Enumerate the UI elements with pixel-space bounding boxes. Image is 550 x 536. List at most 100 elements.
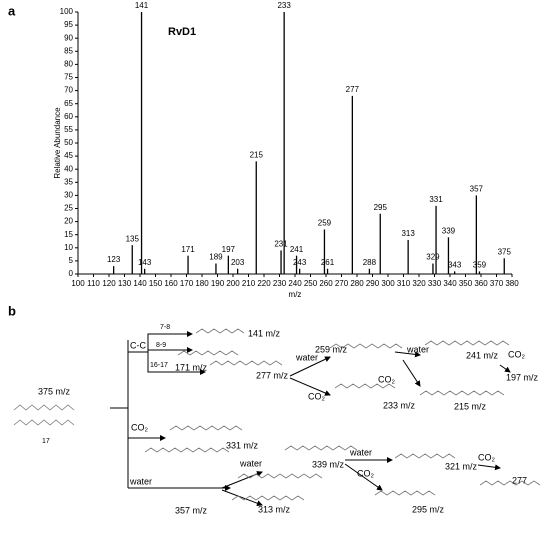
y-tick-label: 50 (64, 138, 73, 147)
y-tick-label: 80 (64, 60, 73, 69)
x-tick-label: 180 (195, 279, 209, 288)
x-tick-label: 280 (350, 279, 364, 288)
structure (13, 419, 75, 426)
node-label: 141 m/z (248, 328, 281, 338)
peak-label: 313 (401, 229, 415, 238)
structure (329, 343, 403, 349)
peak-label: 241 (290, 245, 304, 254)
annotation: RvD1 (168, 26, 196, 38)
panel-label: a (8, 3, 16, 18)
node-label: CO₂ (478, 452, 496, 462)
peak-label: 295 (374, 203, 388, 212)
peak-label: 329 (426, 253, 440, 262)
peak-label: 171 (181, 245, 195, 254)
x-tick-label: 380 (505, 279, 519, 288)
x-tick-label: 360 (474, 279, 488, 288)
peak-label: 277 (346, 85, 360, 94)
node-label: 375 m/z (38, 386, 71, 396)
node-label: water (406, 344, 429, 354)
structure (419, 390, 505, 396)
diagram-labels: 375 m/z C-C 7-8 8-9 16-17 141 m/z 171 m/… (38, 324, 539, 516)
peak-label: 123 (107, 255, 121, 264)
node-label: water (239, 458, 262, 468)
peak-label: 233 (277, 1, 291, 10)
x-tick-label: 110 (87, 279, 100, 288)
y-tick-label: 20 (64, 217, 73, 226)
x-axis-label: m/z (289, 290, 302, 299)
peak-label: 231 (274, 240, 288, 249)
peak-label: 343 (448, 260, 462, 269)
x-tick-label: 210 (242, 279, 256, 288)
panel-label: b (8, 303, 16, 318)
x-tick-label: 230 (273, 279, 287, 288)
node-label: 331 m/z (226, 440, 259, 450)
x-tick-label: 190 (211, 279, 225, 288)
y-tick-label: 65 (64, 99, 73, 108)
node-label: water (349, 447, 372, 457)
y-tick-label: 10 (64, 243, 73, 252)
structure (479, 480, 541, 486)
structure (195, 328, 245, 334)
y-tick-label: 35 (64, 177, 73, 186)
y-tick-label: 100 (60, 7, 74, 16)
node-label: 321 m/z (445, 461, 478, 471)
node-label: CO₂ (508, 349, 526, 359)
y-tick-label: 70 (64, 86, 73, 95)
structure (284, 445, 358, 451)
peak-label: 215 (250, 150, 264, 159)
peak-label: 143 (138, 258, 152, 267)
node-label: 233 m/z (383, 400, 416, 410)
x-tick-label: 320 (412, 279, 426, 288)
node-label: 197 m/z (506, 372, 539, 382)
node-label: CO₂ (357, 468, 375, 478)
node-label: 277 m/z (256, 370, 289, 380)
peak-label: 359 (473, 260, 487, 269)
y-tick-label: 55 (64, 125, 73, 134)
peak-label: 331 (429, 195, 443, 204)
structure (237, 473, 323, 479)
y-tick-label: 75 (64, 73, 73, 82)
peak-label: 259 (318, 219, 332, 228)
node-label: 17 (42, 438, 50, 445)
node-label: water (129, 476, 152, 486)
node-label: 339 m/z (312, 459, 345, 469)
node-label: 241 m/z (466, 350, 499, 360)
structure (13, 404, 75, 411)
node-label: CO₂ (131, 422, 149, 432)
x-tick-label: 240 (288, 279, 302, 288)
diagram-arrows (110, 331, 511, 507)
y-tick-label: 60 (64, 112, 73, 121)
peak-label: 288 (363, 258, 377, 267)
x-tick-label: 340 (443, 279, 457, 288)
x-tick-label: 120 (102, 279, 116, 288)
structure (334, 383, 396, 389)
y-tick-label: 30 (64, 191, 73, 200)
x-tick-label: 160 (164, 279, 178, 288)
node-label: 7-8 (160, 324, 170, 331)
structure (177, 350, 239, 356)
peak-label: 141 (135, 1, 149, 10)
x-tick-label: 200 (226, 279, 240, 288)
y-tick-label: 40 (64, 164, 73, 173)
structure (424, 340, 510, 346)
structure (374, 490, 436, 496)
peak-label: 339 (442, 226, 456, 235)
x-tick-label: 330 (428, 279, 442, 288)
node-label: 171 m/z (175, 362, 208, 372)
y-tick-label: 95 (64, 20, 73, 29)
peak-label: 197 (222, 245, 236, 254)
node-label: water (295, 352, 318, 362)
y-axis-label: Relative Abundance (53, 107, 62, 179)
node-label: 357 m/z (175, 505, 208, 515)
x-tick-label: 370 (490, 279, 504, 288)
x-tick-label: 100 (71, 279, 85, 288)
x-tick-label: 250 (304, 279, 318, 288)
structure (144, 447, 230, 453)
x-tick-label: 290 (366, 279, 380, 288)
node-label: 313 m/z (258, 504, 291, 514)
x-tick-label: 170 (180, 279, 194, 288)
peak-label: 203 (231, 258, 245, 267)
x-tick-label: 270 (335, 279, 349, 288)
node-label: 295 m/z (412, 504, 445, 514)
